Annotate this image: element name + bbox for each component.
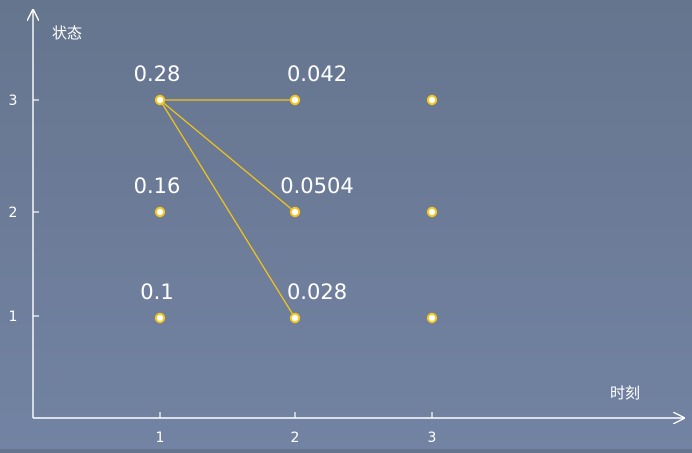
y-tick-label: 2	[9, 205, 18, 221]
transition-edge	[159, 99, 296, 213]
probability-label-t2s1: 0.028	[287, 280, 347, 304]
y-tick-label: 1	[9, 309, 18, 325]
x-tick-label: 1	[156, 430, 165, 446]
state-node-t3s2	[426, 206, 438, 218]
state-node-t3s1	[426, 312, 438, 324]
probability-label-t1s2: 0.16	[134, 174, 181, 198]
nodes	[154, 94, 438, 324]
transition-edge	[159, 99, 296, 319]
state-node-t2s2	[289, 206, 301, 218]
state-node-t2s3	[289, 94, 301, 106]
x-axis-label: 时刻	[610, 384, 640, 402]
state-node-t3s3	[426, 94, 438, 106]
y-tick-label: 3	[9, 93, 18, 109]
y-axis-label: 状态	[52, 24, 82, 42]
x-ticks: 1 2 3	[156, 412, 437, 446]
probability-label-t1s1: 0.1	[140, 280, 173, 304]
state-node-t2s1	[289, 312, 301, 324]
state-node-t1s3	[154, 94, 166, 106]
probability-labels: 0.28 0.16 0.1 0.042 0.0504 0.028	[134, 62, 354, 304]
state-node-t1s2	[154, 206, 166, 218]
probability-label-t1s3: 0.28	[134, 62, 181, 86]
probability-label-t2s3: 0.042	[287, 62, 347, 86]
y-ticks: 1 2 3	[9, 93, 39, 325]
edges	[159, 99, 296, 319]
state-node-t1s1	[154, 312, 166, 324]
x-tick-label: 3	[428, 430, 437, 446]
probability-label-t2s2: 0.0504	[280, 174, 353, 198]
x-tick-label: 2	[291, 430, 300, 446]
